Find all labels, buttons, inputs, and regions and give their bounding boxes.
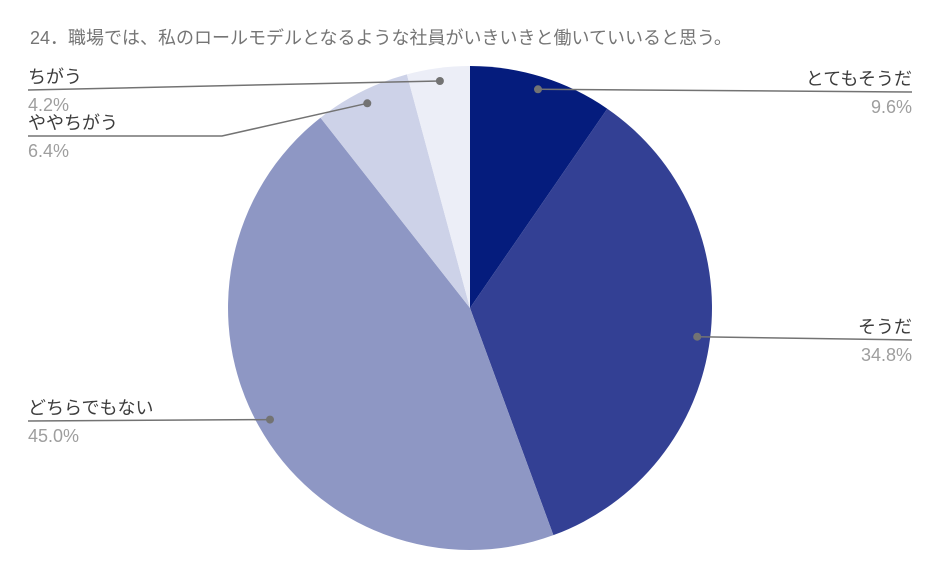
slice-label-1: そうだ	[858, 317, 912, 337]
pie-slice-1[interactable]	[470, 108, 712, 536]
callout-line-4	[27, 80, 440, 91]
pie-slice-4[interactable]	[406, 66, 470, 308]
slice-percent-3: 6.4%	[28, 141, 69, 161]
pie-slice-0[interactable]	[470, 66, 608, 308]
slice-label-3: ややちがう	[28, 113, 118, 133]
slice-percent-0: 9.6%	[871, 97, 912, 117]
pie-slice-3[interactable]	[320, 74, 470, 308]
callout-dot-4	[435, 77, 444, 85]
slice-percent-4: 4.2%	[28, 95, 69, 115]
pie-slice-2[interactable]	[228, 117, 554, 550]
callout-dot-3	[363, 99, 372, 108]
callout-line-2	[27, 418, 271, 422]
callout-dot-0	[534, 85, 542, 94]
slice-percent-2: 45.0%	[28, 426, 79, 446]
callout-line-1	[697, 335, 913, 341]
slice-label-4: ちがう	[28, 67, 82, 87]
chart-title: 24．職場では、私のロールモデルとなるような社員がいきいきと働いていいると思う。	[30, 28, 732, 48]
slice-percent-1: 34.8%	[861, 345, 912, 365]
callout-line-0	[537, 88, 913, 93]
callout-dot-1	[693, 332, 702, 341]
callout-line-3	[28, 102, 368, 137]
slice-label-0: とてもそうだ	[806, 69, 912, 89]
slice-label-2: どちらでもない	[28, 398, 153, 418]
callout-dot-2	[266, 415, 274, 424]
